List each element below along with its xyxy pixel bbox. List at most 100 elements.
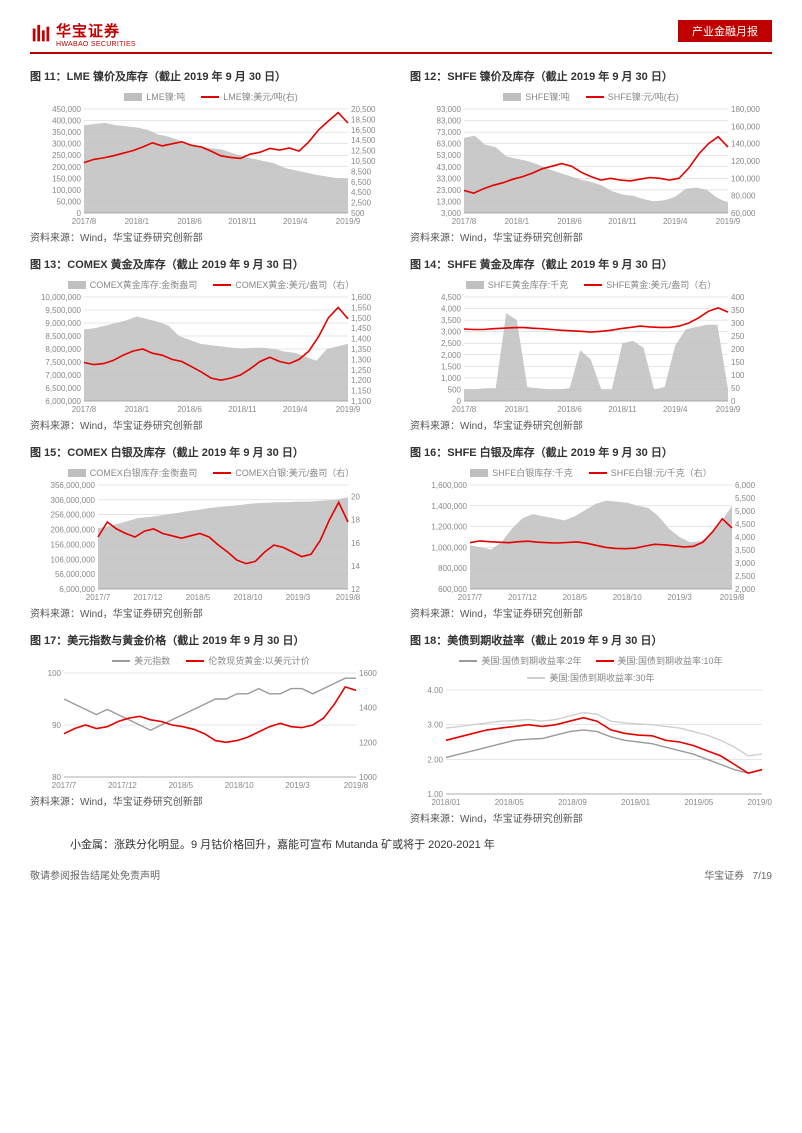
chart-source: 资料来源：Wind，华宝证券研究创新部 [30, 417, 392, 432]
svg-text:3.00: 3.00 [427, 721, 443, 730]
svg-text:2018/5: 2018/5 [169, 781, 194, 790]
chart-canvas: 6,000,0006,500,0007,000,0007,500,0008,00… [30, 293, 392, 415]
svg-text:160,000: 160,000 [731, 122, 760, 131]
svg-text:1400: 1400 [359, 704, 377, 713]
svg-text:83,000: 83,000 [437, 117, 462, 126]
chart-legend: SHFE镍:吨 SHFE镍:元/吨(右) [410, 90, 772, 103]
svg-text:90: 90 [52, 721, 61, 730]
svg-text:2018/05: 2018/05 [495, 798, 524, 807]
svg-text:300: 300 [731, 319, 745, 328]
chart-canvas: 05001,0001,5002,0002,5003,0003,5004,0004… [410, 293, 772, 415]
svg-text:250: 250 [731, 332, 745, 341]
chart-source: 资料来源：Wind，华宝证券研究创新部 [410, 229, 772, 244]
svg-text:9,500,000: 9,500,000 [45, 306, 81, 315]
logo-text-cn: 华宝证券 [56, 20, 136, 41]
svg-text:120,000: 120,000 [731, 157, 760, 166]
svg-text:106,000,000: 106,000,000 [51, 555, 96, 564]
svg-text:2019/8: 2019/8 [336, 593, 361, 602]
svg-text:2018/1: 2018/1 [505, 217, 530, 226]
svg-text:100,000: 100,000 [52, 186, 81, 195]
svg-text:4,500: 4,500 [441, 293, 462, 302]
svg-text:200,000: 200,000 [52, 163, 81, 172]
svg-text:20,500: 20,500 [351, 105, 376, 114]
charts-grid: 图 11：LME 镍价及库存（截止 2019 年 9 月 30 日） LME镍:… [30, 64, 772, 827]
svg-text:73,000: 73,000 [437, 128, 462, 137]
chart-source: 资料来源：Wind，华宝证券研究创新部 [30, 605, 392, 620]
svg-text:2017/8: 2017/8 [452, 405, 477, 414]
svg-text:12,500: 12,500 [351, 147, 376, 156]
chart-source: 资料来源：Wind，华宝证券研究创新部 [410, 605, 772, 620]
svg-text:1,550: 1,550 [351, 303, 372, 312]
svg-text:2019/09: 2019/09 [748, 798, 772, 807]
svg-text:2,500: 2,500 [351, 199, 372, 208]
svg-text:140,000: 140,000 [731, 140, 760, 149]
svg-text:80,000: 80,000 [731, 192, 756, 201]
chart-legend: COMEX白银库存:金衡盎司 COMEX白银:美元/盎司（右） [30, 466, 392, 479]
svg-text:100,000: 100,000 [731, 174, 760, 183]
svg-text:2019/01: 2019/01 [621, 798, 650, 807]
chart-canvas: 050,000100,000150,000200,000250,000300,0… [30, 105, 392, 227]
svg-text:1,400,000: 1,400,000 [431, 502, 467, 511]
svg-text:100: 100 [731, 371, 745, 380]
svg-text:8,500: 8,500 [351, 167, 372, 176]
logo-icon [30, 23, 52, 45]
svg-text:1200: 1200 [359, 738, 377, 747]
svg-text:18: 18 [351, 516, 360, 525]
svg-text:2019/4: 2019/4 [283, 217, 308, 226]
svg-text:256,000,000: 256,000,000 [51, 511, 96, 520]
svg-text:2018/6: 2018/6 [557, 217, 582, 226]
footer-pagenum: 7/19 [753, 871, 772, 882]
svg-text:20: 20 [351, 493, 360, 502]
chart-legend: 美元指数 伦敦现货黄金:以美元计价 [30, 654, 392, 667]
svg-text:500: 500 [448, 385, 462, 394]
report-badge: 产业金融月报 [678, 20, 772, 42]
svg-text:150,000: 150,000 [52, 174, 81, 183]
svg-text:2018/6: 2018/6 [177, 405, 202, 414]
svg-text:53,000: 53,000 [437, 151, 462, 160]
svg-text:50: 50 [731, 384, 740, 393]
chart-source: 资料来源：Wind，华宝证券研究创新部 [30, 229, 392, 244]
svg-text:5,000: 5,000 [735, 507, 756, 516]
svg-text:2018/11: 2018/11 [228, 217, 257, 226]
svg-text:1,400: 1,400 [351, 335, 372, 344]
logo-text-en: HWABAO SECURITIES [56, 41, 136, 48]
svg-text:300,000: 300,000 [52, 140, 81, 149]
svg-text:2019/8: 2019/8 [344, 781, 369, 790]
svg-text:2018/11: 2018/11 [608, 405, 637, 414]
chart-13: 图 13：COMEX 黄金及库存（截止 2019 年 9 月 30 日） COM… [30, 252, 392, 434]
chart-title: 图 14：SHFE 黄金及库存（截止 2019 年 9 月 30 日） [410, 256, 772, 272]
svg-text:1,500: 1,500 [441, 362, 462, 371]
svg-text:4,500: 4,500 [735, 520, 756, 529]
svg-text:4.00: 4.00 [427, 686, 443, 695]
svg-text:2018/5: 2018/5 [563, 593, 588, 602]
svg-text:1,250: 1,250 [351, 366, 372, 375]
svg-text:180,000: 180,000 [731, 105, 760, 114]
svg-text:1,200: 1,200 [351, 376, 372, 385]
svg-text:400: 400 [731, 293, 745, 302]
body-paragraph: 小金属：涨跌分化明显。9 月钴价格回升，嘉能可宣布 Mutanda 矿或将于 2… [70, 837, 772, 855]
svg-text:2017/7: 2017/7 [52, 781, 77, 790]
svg-text:2017/8: 2017/8 [72, 405, 97, 414]
chart-15: 图 15：COMEX 白银及库存（截止 2019 年 9 月 30 日） COM… [30, 440, 392, 622]
svg-text:2019/9: 2019/9 [716, 405, 741, 414]
footer-company: 华宝证券 [704, 871, 744, 882]
svg-text:8,500,000: 8,500,000 [45, 332, 81, 341]
svg-text:63,000: 63,000 [437, 140, 462, 149]
svg-text:3,500: 3,500 [735, 546, 756, 555]
chart-title: 图 16：SHFE 白银及库存（截止 2019 年 9 月 30 日） [410, 444, 772, 460]
svg-text:2018/10: 2018/10 [234, 593, 263, 602]
svg-text:2017/12: 2017/12 [134, 593, 163, 602]
chart-title: 图 15：COMEX 白银及库存（截止 2019 年 9 月 30 日） [30, 444, 392, 460]
svg-text:2019/4: 2019/4 [663, 405, 688, 414]
chart-17: 图 17：美元指数与黄金价格（截止 2019 年 9 月 30 日） 美元指数 … [30, 628, 392, 827]
chart-canvas: 809010010001200140016002017/72017/122018… [30, 669, 392, 791]
svg-text:6,000: 6,000 [735, 481, 756, 490]
svg-text:10,000,000: 10,000,000 [41, 293, 82, 302]
chart-18: 图 18：美债到期收益率（截止 2019 年 9 月 30 日） 美国:国债到期… [410, 628, 772, 827]
svg-text:1,350: 1,350 [351, 345, 372, 354]
chart-source: 资料来源：Wind，华宝证券研究创新部 [30, 793, 392, 808]
svg-text:13,000: 13,000 [437, 197, 462, 206]
chart-legend: LME镍:吨 LME镍:美元/吨(右) [30, 90, 392, 103]
svg-text:56,000,000: 56,000,000 [55, 570, 96, 579]
svg-text:6,500: 6,500 [351, 178, 372, 187]
